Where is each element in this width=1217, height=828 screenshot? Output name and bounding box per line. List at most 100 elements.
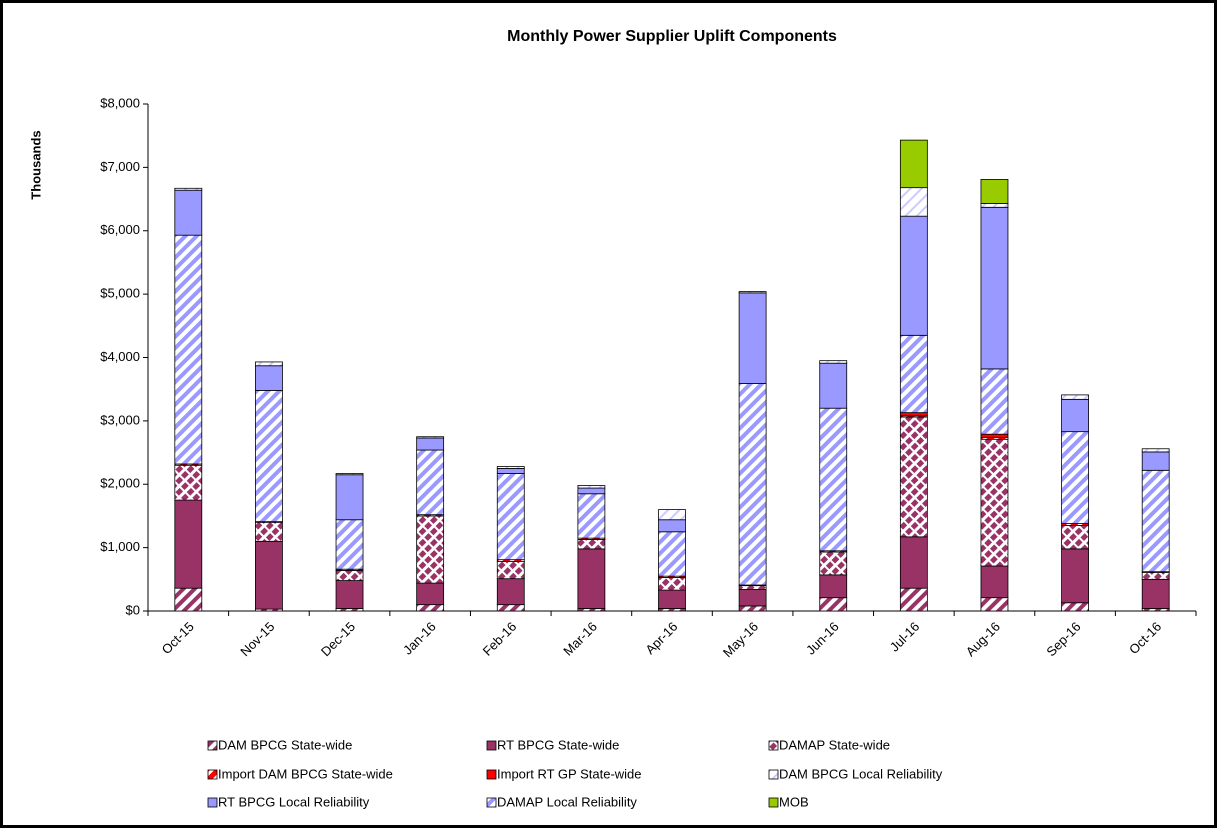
bar-segment bbox=[1141, 469, 1170, 573]
legend-swatch bbox=[207, 797, 218, 808]
legend-swatch bbox=[486, 740, 497, 751]
bar-segment bbox=[577, 485, 606, 489]
bar-segment bbox=[1061, 548, 1089, 604]
bar-segment bbox=[496, 604, 525, 612]
bar-segment bbox=[738, 585, 767, 590]
bar-segment bbox=[335, 519, 364, 570]
legend-label: Import DAM BPCG State-wide bbox=[218, 766, 393, 781]
bar-segment bbox=[335, 474, 364, 521]
y-tick-label: $7,000 bbox=[100, 159, 140, 174]
y-tick-label: $2,000 bbox=[100, 476, 140, 491]
bar-segment bbox=[819, 597, 848, 612]
bar-segment bbox=[980, 597, 1009, 612]
bar-segment bbox=[1141, 578, 1170, 609]
y-tick-label: $4,000 bbox=[100, 349, 140, 364]
bar-segment bbox=[174, 234, 203, 465]
legend-label: Import RT GP State-wide bbox=[497, 766, 642, 781]
chart-title: Monthly Power Supplier Uplift Components bbox=[507, 28, 837, 45]
bar-segment bbox=[1141, 448, 1170, 453]
bar-segment bbox=[980, 203, 1009, 208]
legend-label: DAM BPCG Local Reliability bbox=[779, 766, 943, 781]
legend-label: RT BPCG Local Reliability bbox=[218, 794, 370, 809]
bar-segment bbox=[174, 499, 203, 589]
bar-segment bbox=[899, 139, 928, 189]
legend-swatch bbox=[768, 797, 779, 808]
bar-segment bbox=[1061, 602, 1089, 612]
y-axis-label: Thousands bbox=[28, 130, 43, 199]
bar-segment bbox=[819, 551, 848, 576]
bar-segment bbox=[416, 437, 445, 451]
bar-segment bbox=[496, 561, 525, 580]
y-tick-label: $5,000 bbox=[100, 286, 140, 301]
bar-segment bbox=[335, 473, 364, 476]
bar-segment bbox=[658, 519, 686, 533]
bar-segment bbox=[174, 189, 203, 236]
bar-segment bbox=[819, 360, 848, 364]
bar-segment bbox=[1061, 431, 1089, 524]
bar-segment bbox=[658, 589, 686, 609]
bar-segment bbox=[255, 361, 283, 367]
legend-swatch bbox=[768, 769, 779, 780]
bar-segment bbox=[980, 179, 1009, 204]
bar-segment bbox=[899, 215, 928, 336]
bar-segment bbox=[738, 605, 767, 612]
bar-segment bbox=[416, 582, 445, 606]
legend-label: DAM BPCG State-wide bbox=[218, 737, 352, 752]
bar-segment bbox=[255, 521, 283, 542]
bar-segment bbox=[899, 536, 928, 589]
legend-swatch bbox=[207, 740, 218, 751]
bar-segment bbox=[819, 407, 848, 552]
bar-segment bbox=[1061, 394, 1089, 400]
bar-segment bbox=[174, 587, 203, 612]
bar-segment bbox=[174, 187, 203, 191]
bar-segment bbox=[496, 468, 525, 474]
bar-segment bbox=[416, 436, 445, 439]
bar-segment bbox=[577, 493, 606, 539]
bar-segment bbox=[1141, 571, 1170, 580]
bar-segment bbox=[738, 291, 767, 294]
y-tick-label: $8,000 bbox=[100, 95, 140, 110]
bar-segment bbox=[899, 416, 928, 538]
bar-segment bbox=[899, 412, 928, 417]
legend-label: DAMAP Local Reliability bbox=[497, 794, 637, 809]
bar-segment bbox=[255, 540, 283, 610]
bar-segment bbox=[496, 466, 525, 469]
y-tick-label: $0 bbox=[126, 602, 140, 617]
bar-segment bbox=[980, 438, 1009, 567]
y-tick-label: $3,000 bbox=[100, 412, 140, 427]
y-tick-label: $1,000 bbox=[100, 539, 140, 554]
bar-segment bbox=[335, 580, 364, 609]
bar-segment bbox=[819, 362, 848, 409]
bar-segment bbox=[658, 531, 686, 577]
y-tick-label: $6,000 bbox=[100, 222, 140, 237]
legend-label: MOB bbox=[779, 794, 809, 809]
bar-segment bbox=[577, 538, 606, 550]
bar-segment bbox=[577, 487, 606, 495]
legend-swatch bbox=[207, 769, 218, 780]
bar-segment bbox=[658, 577, 686, 591]
bar-segment bbox=[255, 365, 283, 391]
bar-segment bbox=[1061, 525, 1089, 550]
bar-segment bbox=[658, 509, 686, 521]
bar-segment bbox=[1141, 451, 1170, 471]
bar-segment bbox=[980, 206, 1009, 370]
bar-segment bbox=[980, 565, 1009, 599]
bar-segment bbox=[899, 187, 928, 217]
bar-segment bbox=[496, 578, 525, 606]
bar-segment bbox=[899, 587, 928, 612]
legend-label: RT BPCG State-wide bbox=[497, 737, 619, 752]
legend-swatch bbox=[486, 797, 497, 808]
bar-segment bbox=[738, 589, 767, 607]
bar-segment bbox=[577, 548, 606, 609]
bar-segment bbox=[1061, 398, 1089, 433]
bar-segment bbox=[335, 570, 364, 581]
bar-segment bbox=[819, 574, 848, 599]
legend-swatch bbox=[768, 740, 779, 751]
bar-segment bbox=[738, 383, 767, 586]
bar-segment bbox=[980, 368, 1009, 435]
legend-swatch bbox=[486, 769, 497, 780]
bar-segment bbox=[416, 515, 445, 584]
legend-label: DAMAP State-wide bbox=[779, 737, 890, 752]
